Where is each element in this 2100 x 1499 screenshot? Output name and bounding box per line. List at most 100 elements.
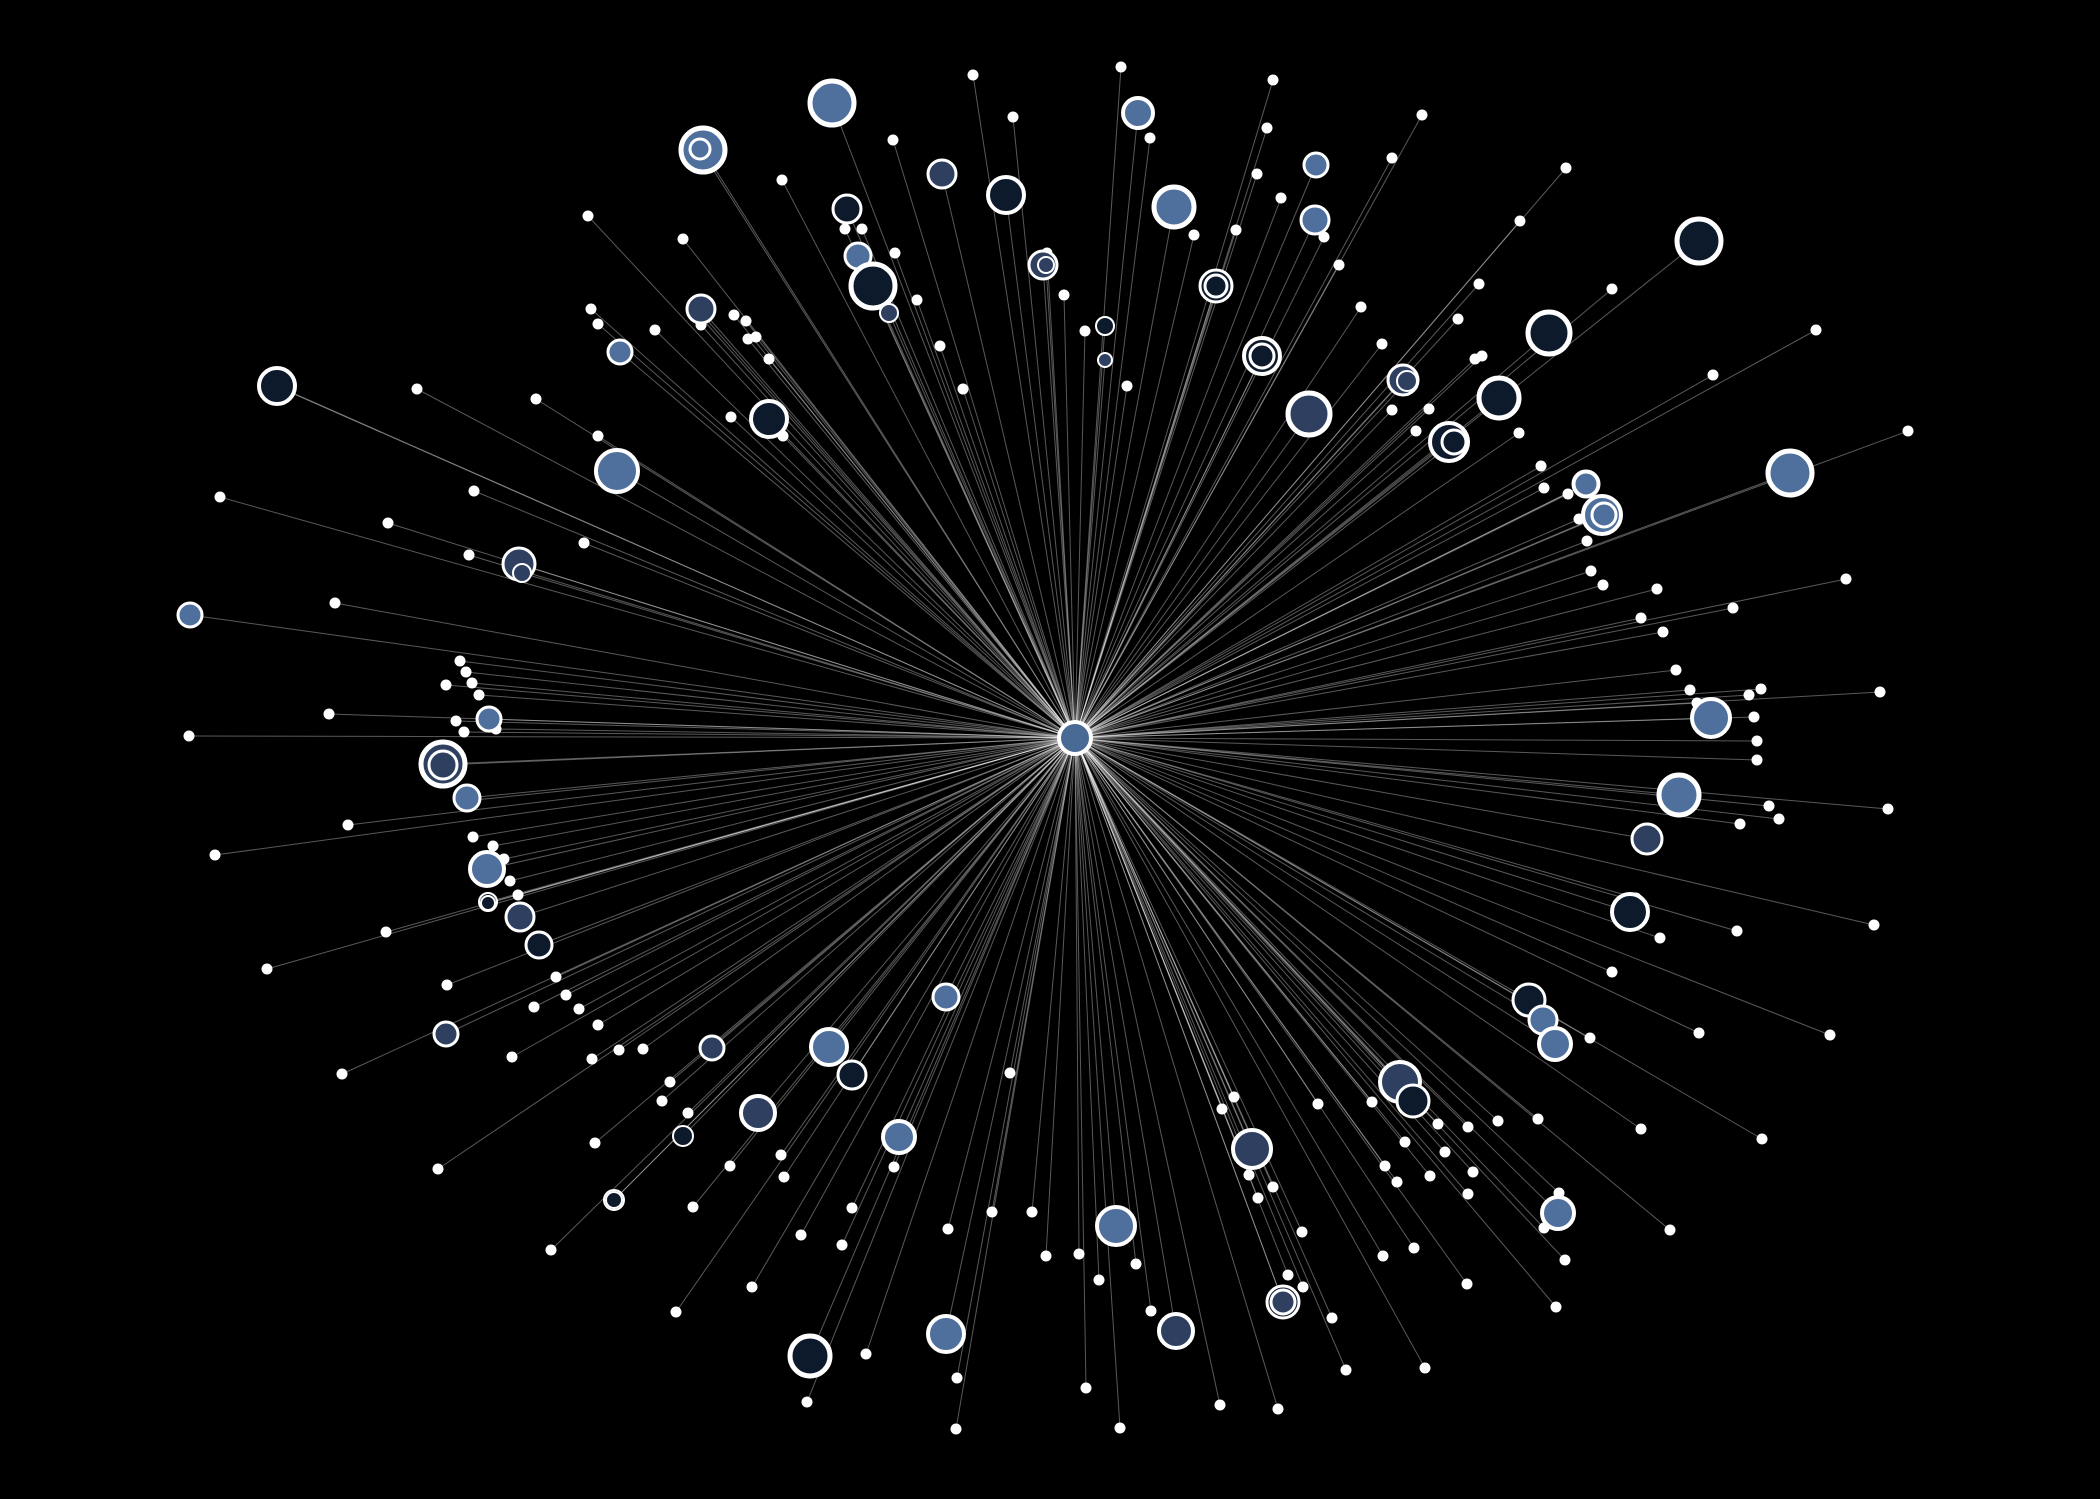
dot-node[interactable] xyxy=(1252,1192,1264,1204)
dot-node[interactable] xyxy=(778,1171,790,1183)
dot-node[interactable] xyxy=(550,971,562,983)
hub-node[interactable] xyxy=(1057,720,1093,756)
dot-node[interactable] xyxy=(530,393,542,405)
dot-node[interactable] xyxy=(725,411,737,423)
dot-node[interactable] xyxy=(336,1068,348,1080)
dot-node[interactable] xyxy=(795,1229,807,1241)
dot-node[interactable] xyxy=(1743,689,1755,701)
graph-node[interactable] xyxy=(1299,204,1331,236)
dot-node[interactable] xyxy=(1340,1364,1352,1376)
graph-node[interactable] xyxy=(468,850,506,888)
dot-node[interactable] xyxy=(1272,1403,1284,1415)
graph-node[interactable] xyxy=(1097,352,1113,368)
dot-node[interactable] xyxy=(1423,403,1435,415)
graph-node[interactable] xyxy=(1656,772,1702,818)
dot-node[interactable] xyxy=(1514,215,1526,227)
dot-node[interactable] xyxy=(1432,1118,1444,1130)
graph-node[interactable] xyxy=(926,1314,966,1354)
dot-node[interactable] xyxy=(1267,74,1279,86)
dot-node[interactable] xyxy=(613,1044,625,1056)
dot-node[interactable] xyxy=(1550,1301,1562,1313)
graph-node[interactable] xyxy=(427,749,459,781)
dot-node[interactable] xyxy=(1467,1166,1479,1178)
dot-node[interactable] xyxy=(1079,325,1091,337)
dot-node[interactable] xyxy=(637,1043,649,1055)
dot-node[interactable] xyxy=(1651,583,1663,595)
dot-node[interactable] xyxy=(775,1149,787,1161)
dot-node[interactable] xyxy=(1282,1269,1294,1281)
dot-node[interactable] xyxy=(1882,803,1894,815)
dot-node[interactable] xyxy=(1004,1067,1016,1079)
dot-node[interactable] xyxy=(911,294,923,306)
dot-node[interactable] xyxy=(323,708,335,720)
dot-node[interactable] xyxy=(1073,1248,1085,1260)
dot-node[interactable] xyxy=(342,819,354,831)
graph-node[interactable] xyxy=(504,901,536,933)
dot-node[interactable] xyxy=(740,315,752,327)
graph-node[interactable] xyxy=(512,563,532,583)
dot-node[interactable] xyxy=(1874,686,1886,698)
graph-node[interactable] xyxy=(1285,390,1333,438)
dot-node[interactable] xyxy=(183,730,195,742)
graph-node[interactable] xyxy=(1121,96,1155,130)
dot-node[interactable] xyxy=(450,715,462,727)
graph-node[interactable] xyxy=(1765,448,1815,498)
dot-node[interactable] xyxy=(261,963,273,975)
dot-node[interactable] xyxy=(460,666,472,678)
dot-node[interactable] xyxy=(1902,425,1914,437)
graph-node[interactable] xyxy=(432,1020,460,1048)
dot-node[interactable] xyxy=(1216,1103,1228,1115)
dot-node[interactable] xyxy=(957,383,969,395)
dot-node[interactable] xyxy=(466,677,478,689)
dot-node[interactable] xyxy=(214,491,226,503)
dot-node[interactable] xyxy=(1462,1121,1474,1133)
dot-node[interactable] xyxy=(578,537,590,549)
dot-node[interactable] xyxy=(1391,1176,1403,1188)
dot-node[interactable] xyxy=(1275,192,1287,204)
dot-node[interactable] xyxy=(951,1372,963,1384)
dot-node[interactable] xyxy=(380,926,392,938)
graph-node[interactable] xyxy=(1302,151,1330,179)
dot-node[interactable] xyxy=(763,353,775,365)
dot-node[interactable] xyxy=(1473,278,1485,290)
dot-node[interactable] xyxy=(656,1095,668,1107)
dot-node[interactable] xyxy=(1386,404,1398,416)
dot-node[interactable] xyxy=(1007,111,1019,123)
dot-node[interactable] xyxy=(586,1053,598,1065)
dot-node[interactable] xyxy=(1810,324,1822,336)
dot-node[interactable] xyxy=(589,1137,601,1149)
dot-node[interactable] xyxy=(846,1202,858,1214)
dot-node[interactable] xyxy=(592,1019,604,1031)
graph-node[interactable] xyxy=(452,783,482,813)
dot-node[interactable] xyxy=(1040,1250,1052,1262)
dot-node[interactable] xyxy=(860,1348,872,1360)
dot-node[interactable] xyxy=(649,324,661,336)
dot-node[interactable] xyxy=(1121,380,1133,392)
dot-node[interactable] xyxy=(1492,1115,1504,1127)
graph-node[interactable] xyxy=(698,1034,726,1062)
dot-node[interactable] xyxy=(512,889,524,901)
dot-node[interactable] xyxy=(1707,369,1719,381)
dot-node[interactable] xyxy=(742,333,754,345)
dot-node[interactable] xyxy=(504,875,516,887)
dot-node[interactable] xyxy=(1093,1274,1105,1286)
dot-node[interactable] xyxy=(382,517,394,529)
dot-node[interactable] xyxy=(1366,1096,1378,1108)
graph-node[interactable] xyxy=(749,399,789,439)
dot-node[interactable] xyxy=(1513,427,1525,439)
dot-node[interactable] xyxy=(1597,579,1609,591)
dot-node[interactable] xyxy=(856,223,868,235)
dot-node[interactable] xyxy=(682,1107,694,1119)
graph-node[interactable] xyxy=(831,193,863,225)
dot-node[interactable] xyxy=(1664,1224,1676,1236)
dot-node[interactable] xyxy=(1532,1113,1544,1125)
graph-node[interactable] xyxy=(1537,1026,1573,1062)
dot-node[interactable] xyxy=(1312,1098,1324,1110)
dot-node[interactable] xyxy=(1130,1258,1142,1270)
dot-node[interactable] xyxy=(746,1281,758,1293)
dot-node[interactable] xyxy=(1408,1242,1420,1254)
graph-node[interactable] xyxy=(739,1094,777,1132)
dot-node[interactable] xyxy=(887,134,899,146)
dot-node[interactable] xyxy=(1376,338,1388,350)
dot-node[interactable] xyxy=(560,989,572,1001)
